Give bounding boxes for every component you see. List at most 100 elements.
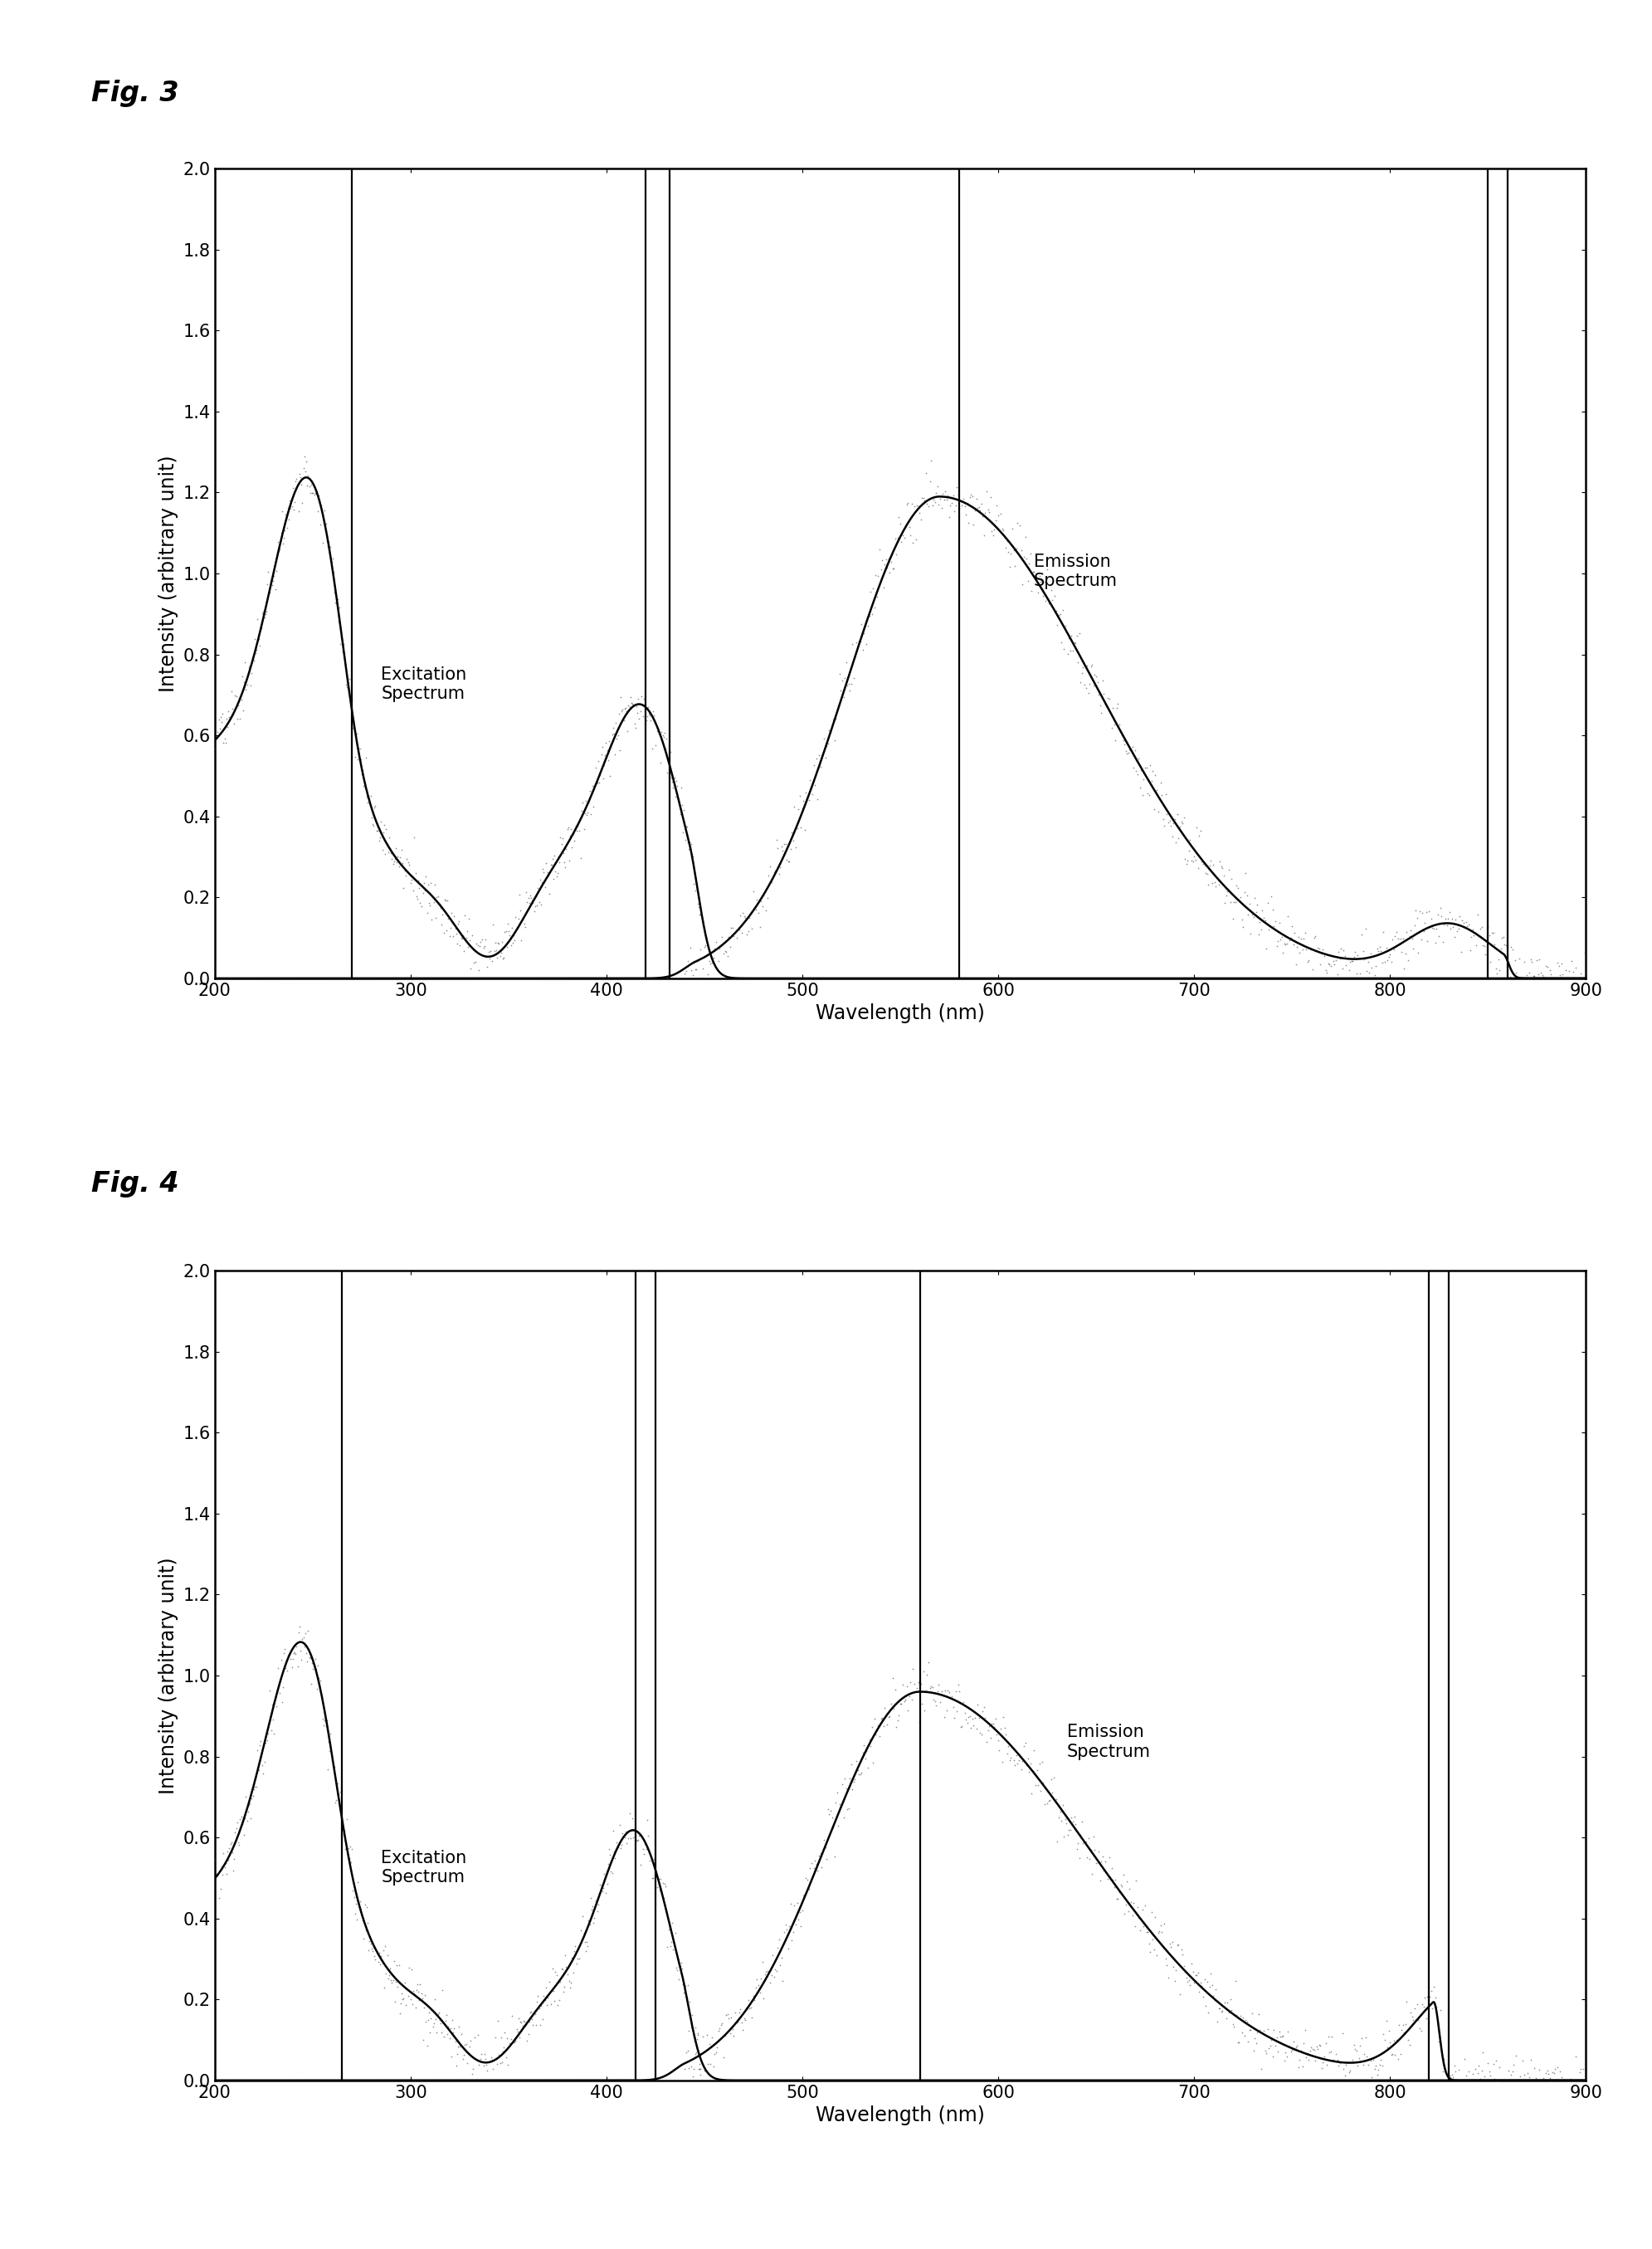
Point (335, 661, 362, 697)
Point (816, 1797, 843, 1833)
Point (562, 1927, 588, 1963)
Point (591, 1855, 618, 1891)
Point (925, 1667, 952, 1702)
Point (1313, 956, 1340, 992)
Point (446, 904, 472, 940)
Point (1300, 2031, 1327, 2067)
Point (509, 2004, 535, 2040)
Point (623, 711, 649, 747)
Point (621, 706, 648, 742)
Point (428, 2015, 454, 2051)
Point (1142, 1898, 1168, 1934)
Point (1370, 2049, 1396, 2085)
Point (859, 596, 885, 632)
Point (1563, 949, 1589, 985)
Point (1265, 922, 1292, 958)
Point (537, 877, 563, 913)
Point (593, 1876, 620, 1912)
Point (496, 2029, 522, 2065)
Point (1386, 927, 1412, 963)
Point (818, 713, 844, 749)
Point (471, 2047, 497, 2083)
Point (819, 702, 846, 738)
Point (950, 1685, 976, 1720)
Point (816, 713, 843, 749)
Point (1277, 2029, 1303, 2065)
Point (1142, 1932, 1168, 1968)
Point (268, 1642, 294, 1678)
Point (796, 1849, 823, 1885)
Point (1351, 942, 1378, 978)
Point (585, 742, 611, 778)
Point (1398, 913, 1424, 949)
Point (434, 2015, 461, 2051)
Point (1041, 1761, 1067, 1797)
Point (603, 704, 629, 740)
Point (1213, 1986, 1239, 2022)
Point (1507, 969, 1533, 1005)
Point (624, 1822, 651, 1858)
Point (291, 450, 317, 486)
Point (692, 2033, 719, 2069)
Point (674, 825, 700, 861)
Point (829, 1765, 856, 1801)
Point (659, 765, 686, 801)
Point (1004, 506, 1031, 542)
Point (615, 1813, 641, 1849)
Point (233, 1779, 259, 1815)
Point (674, 942, 700, 978)
Point (644, 711, 671, 747)
Point (416, 884, 443, 920)
Point (1287, 936, 1313, 972)
Point (677, 2049, 704, 2085)
Point (509, 902, 535, 938)
Point (520, 893, 547, 929)
Point (942, 1700, 968, 1736)
Point (1323, 2035, 1350, 2071)
Point (1016, 1754, 1042, 1790)
Point (1525, 956, 1551, 992)
Point (1089, 1844, 1115, 1880)
Point (996, 1743, 1023, 1779)
Point (1214, 873, 1241, 909)
Point (618, 1813, 644, 1849)
Point (922, 1682, 948, 1718)
Point (1546, 949, 1573, 985)
Point (942, 493, 968, 529)
Point (246, 1727, 273, 1763)
Point (1289, 2049, 1315, 2085)
Point (943, 1693, 970, 1729)
Point (973, 1725, 999, 1761)
Point (1507, 2058, 1533, 2094)
Point (1335, 2044, 1361, 2080)
Point (1052, 1801, 1079, 1837)
Point (800, 1860, 826, 1896)
Point (914, 486, 940, 522)
Point (537, 1963, 563, 1999)
Point (208, 1871, 235, 1907)
Point (211, 1844, 238, 1880)
Point (1242, 893, 1269, 929)
Point (710, 936, 737, 972)
Point (1127, 769, 1153, 805)
Point (930, 1700, 957, 1736)
Point (773, 841, 800, 877)
Point (707, 2011, 733, 2047)
Point (1285, 2049, 1312, 2085)
Point (1427, 891, 1454, 927)
Point (1117, 1871, 1143, 1907)
Point (1165, 1927, 1191, 1963)
Point (456, 2029, 482, 2065)
Point (1441, 918, 1467, 954)
Point (1260, 2013, 1287, 2049)
Point (1161, 1963, 1188, 1999)
Point (1564, 974, 1591, 1010)
Point (1518, 2067, 1545, 2103)
Point (1467, 2060, 1493, 2096)
Point (948, 484, 975, 520)
Point (682, 2035, 709, 2071)
Point (1252, 2035, 1279, 2071)
Point (1424, 897, 1450, 933)
Point (1450, 2067, 1477, 2103)
Point (1209, 1993, 1236, 2029)
